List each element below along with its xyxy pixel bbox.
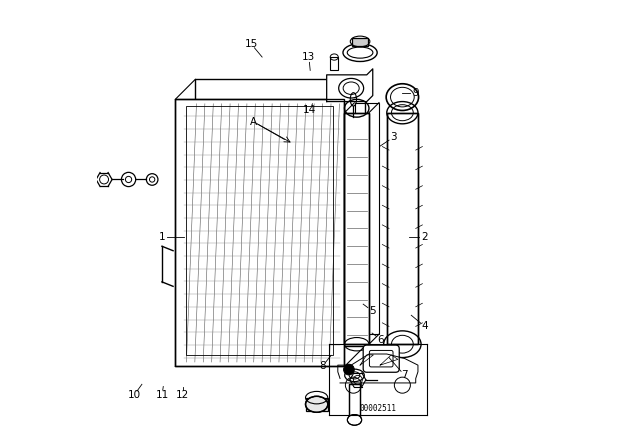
Bar — [175, 99, 344, 366]
FancyBboxPatch shape — [369, 350, 393, 367]
Text: 11: 11 — [156, 390, 168, 401]
Bar — [355, 103, 379, 334]
Text: 00002511: 00002511 — [360, 404, 396, 413]
Bar — [305, 398, 328, 411]
Text: 1: 1 — [159, 233, 165, 242]
Bar — [387, 113, 418, 344]
Text: 13: 13 — [302, 52, 316, 62]
Text: 5: 5 — [369, 306, 376, 316]
Bar — [175, 99, 344, 366]
Text: 7: 7 — [401, 370, 408, 380]
Bar — [387, 113, 418, 344]
Text: 2: 2 — [421, 233, 428, 242]
Text: 8: 8 — [319, 362, 326, 371]
Bar — [330, 57, 339, 70]
Ellipse shape — [344, 364, 355, 375]
FancyBboxPatch shape — [363, 345, 399, 372]
Ellipse shape — [348, 414, 362, 425]
Bar — [349, 384, 360, 420]
Bar — [349, 384, 360, 420]
Polygon shape — [326, 69, 372, 102]
Text: A: A — [250, 116, 257, 127]
Text: 15: 15 — [244, 39, 258, 49]
Text: 6: 6 — [378, 335, 384, 345]
Bar — [186, 106, 333, 355]
Text: 12: 12 — [176, 390, 189, 401]
Bar — [352, 38, 368, 46]
Text: 4: 4 — [421, 321, 428, 332]
Bar — [195, 79, 365, 346]
Ellipse shape — [305, 396, 328, 412]
Bar — [344, 113, 369, 344]
Text: 14: 14 — [303, 105, 316, 116]
Text: 3: 3 — [390, 132, 397, 142]
Text: 10: 10 — [127, 390, 140, 401]
Text: 9: 9 — [412, 88, 419, 98]
Bar — [344, 113, 369, 344]
